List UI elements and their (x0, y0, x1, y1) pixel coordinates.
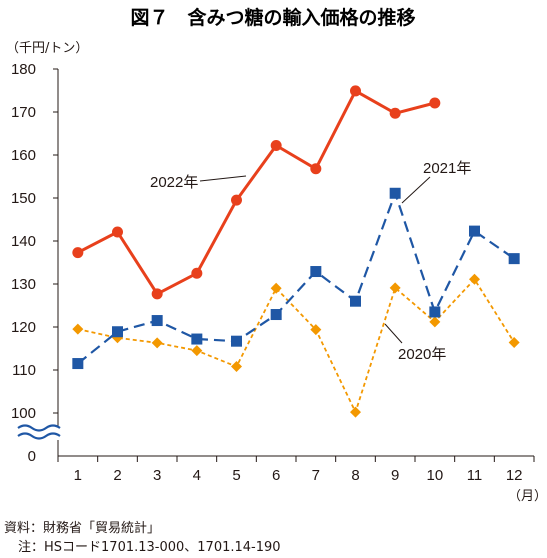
data-point-0 (310, 324, 322, 336)
data-point-0 (429, 316, 441, 328)
data-point-2 (151, 288, 163, 300)
data-point-1 (389, 187, 401, 199)
x-tick-label: 12 (506, 467, 523, 484)
data-point-2 (310, 163, 322, 175)
x-tick-labels: 1 2 3 4 5 6 7 8 9 10 11 12 (57, 456, 535, 484)
data-point-1 (310, 266, 322, 278)
data-point-1 (72, 358, 84, 370)
axis-break-mark-upper (17, 424, 61, 432)
data-point-0 (508, 336, 520, 348)
data-point-2 (389, 107, 401, 119)
y-tick-label: 180 (11, 61, 36, 78)
annotation-leader-2021 (401, 176, 431, 204)
data-point-2 (231, 194, 242, 206)
hs-code-note: 注：HSコード1701.13-000、1701.14-190 (18, 540, 281, 555)
data-point-0 (72, 323, 84, 335)
y-tick-label: 130 (11, 276, 36, 293)
data-point-0 (270, 282, 282, 294)
data-point-0 (151, 337, 163, 349)
data-point-1 (350, 295, 361, 307)
data-point-2 (112, 226, 123, 238)
y-axis-unit-label: （千円/トン） (6, 41, 88, 56)
source-note: 資料：財務省「貿易統計」 (4, 520, 160, 536)
y-tick-label: 0 (28, 448, 36, 465)
y-tick-label: 150 (11, 190, 36, 207)
axis-break-mark-lower (17, 432, 61, 440)
data-point-1 (112, 326, 123, 338)
x-tick-label: 5 (232, 467, 240, 484)
series-annotations: 2022年 2021年 2020年 (150, 160, 471, 363)
data-point-1 (270, 309, 282, 321)
x-tick-label: 9 (391, 467, 399, 484)
y-tick-label: 160 (11, 147, 36, 164)
data-point-2 (72, 247, 84, 259)
annotation-leader-2020 (384, 323, 403, 344)
y-tick-label: 140 (11, 233, 36, 250)
data-point-2 (191, 267, 203, 279)
annotation-2022: 2022年 (150, 174, 198, 191)
y-tick-label: 110 (12, 362, 36, 379)
data-point-2 (429, 97, 441, 109)
data-point-1 (191, 333, 203, 345)
series-group (72, 85, 520, 418)
data-point-1 (508, 253, 520, 265)
annotation-leader-2022 (199, 175, 247, 182)
data-point-1 (429, 306, 441, 318)
series-line-0 (77, 278, 515, 413)
y-tick-label: 120 (11, 319, 36, 336)
series-line-2 (77, 89, 436, 296)
axes (17, 69, 534, 457)
x-tick-label: 1 (74, 467, 82, 484)
data-point-0 (191, 345, 203, 357)
data-point-2 (350, 85, 361, 97)
annotation-2021: 2021年 (423, 160, 471, 177)
x-tick-label: 11 (467, 467, 483, 484)
x-tick-label: 3 (153, 467, 161, 484)
x-tick-label: 8 (351, 467, 359, 484)
y-tick-label: 170 (11, 104, 36, 121)
annotation-2020: 2020年 (398, 346, 446, 363)
series-line-1 (77, 192, 515, 365)
y-tick-labels: 0 100 110 120 130 140 150 160 170 180 (11, 61, 58, 465)
x-axis-unit-label: （月） (508, 489, 547, 504)
data-point-0 (389, 282, 401, 294)
y-tick-label: 100 (11, 405, 36, 422)
x-tick-label: 2 (113, 467, 121, 484)
x-tick-label: 4 (193, 467, 201, 484)
data-point-0 (231, 361, 242, 373)
data-point-1 (231, 335, 242, 347)
x-tick-label: 7 (312, 467, 320, 484)
data-point-2 (270, 140, 282, 152)
data-point-0 (350, 406, 361, 418)
chart-title: 図７ 含みつ糖の輸入価格の推移 (130, 6, 415, 29)
data-point-1 (151, 315, 163, 327)
data-point-1 (469, 225, 480, 237)
x-tick-label: 10 (426, 467, 443, 484)
data-point-0 (469, 273, 480, 285)
x-tick-label: 6 (272, 467, 280, 484)
